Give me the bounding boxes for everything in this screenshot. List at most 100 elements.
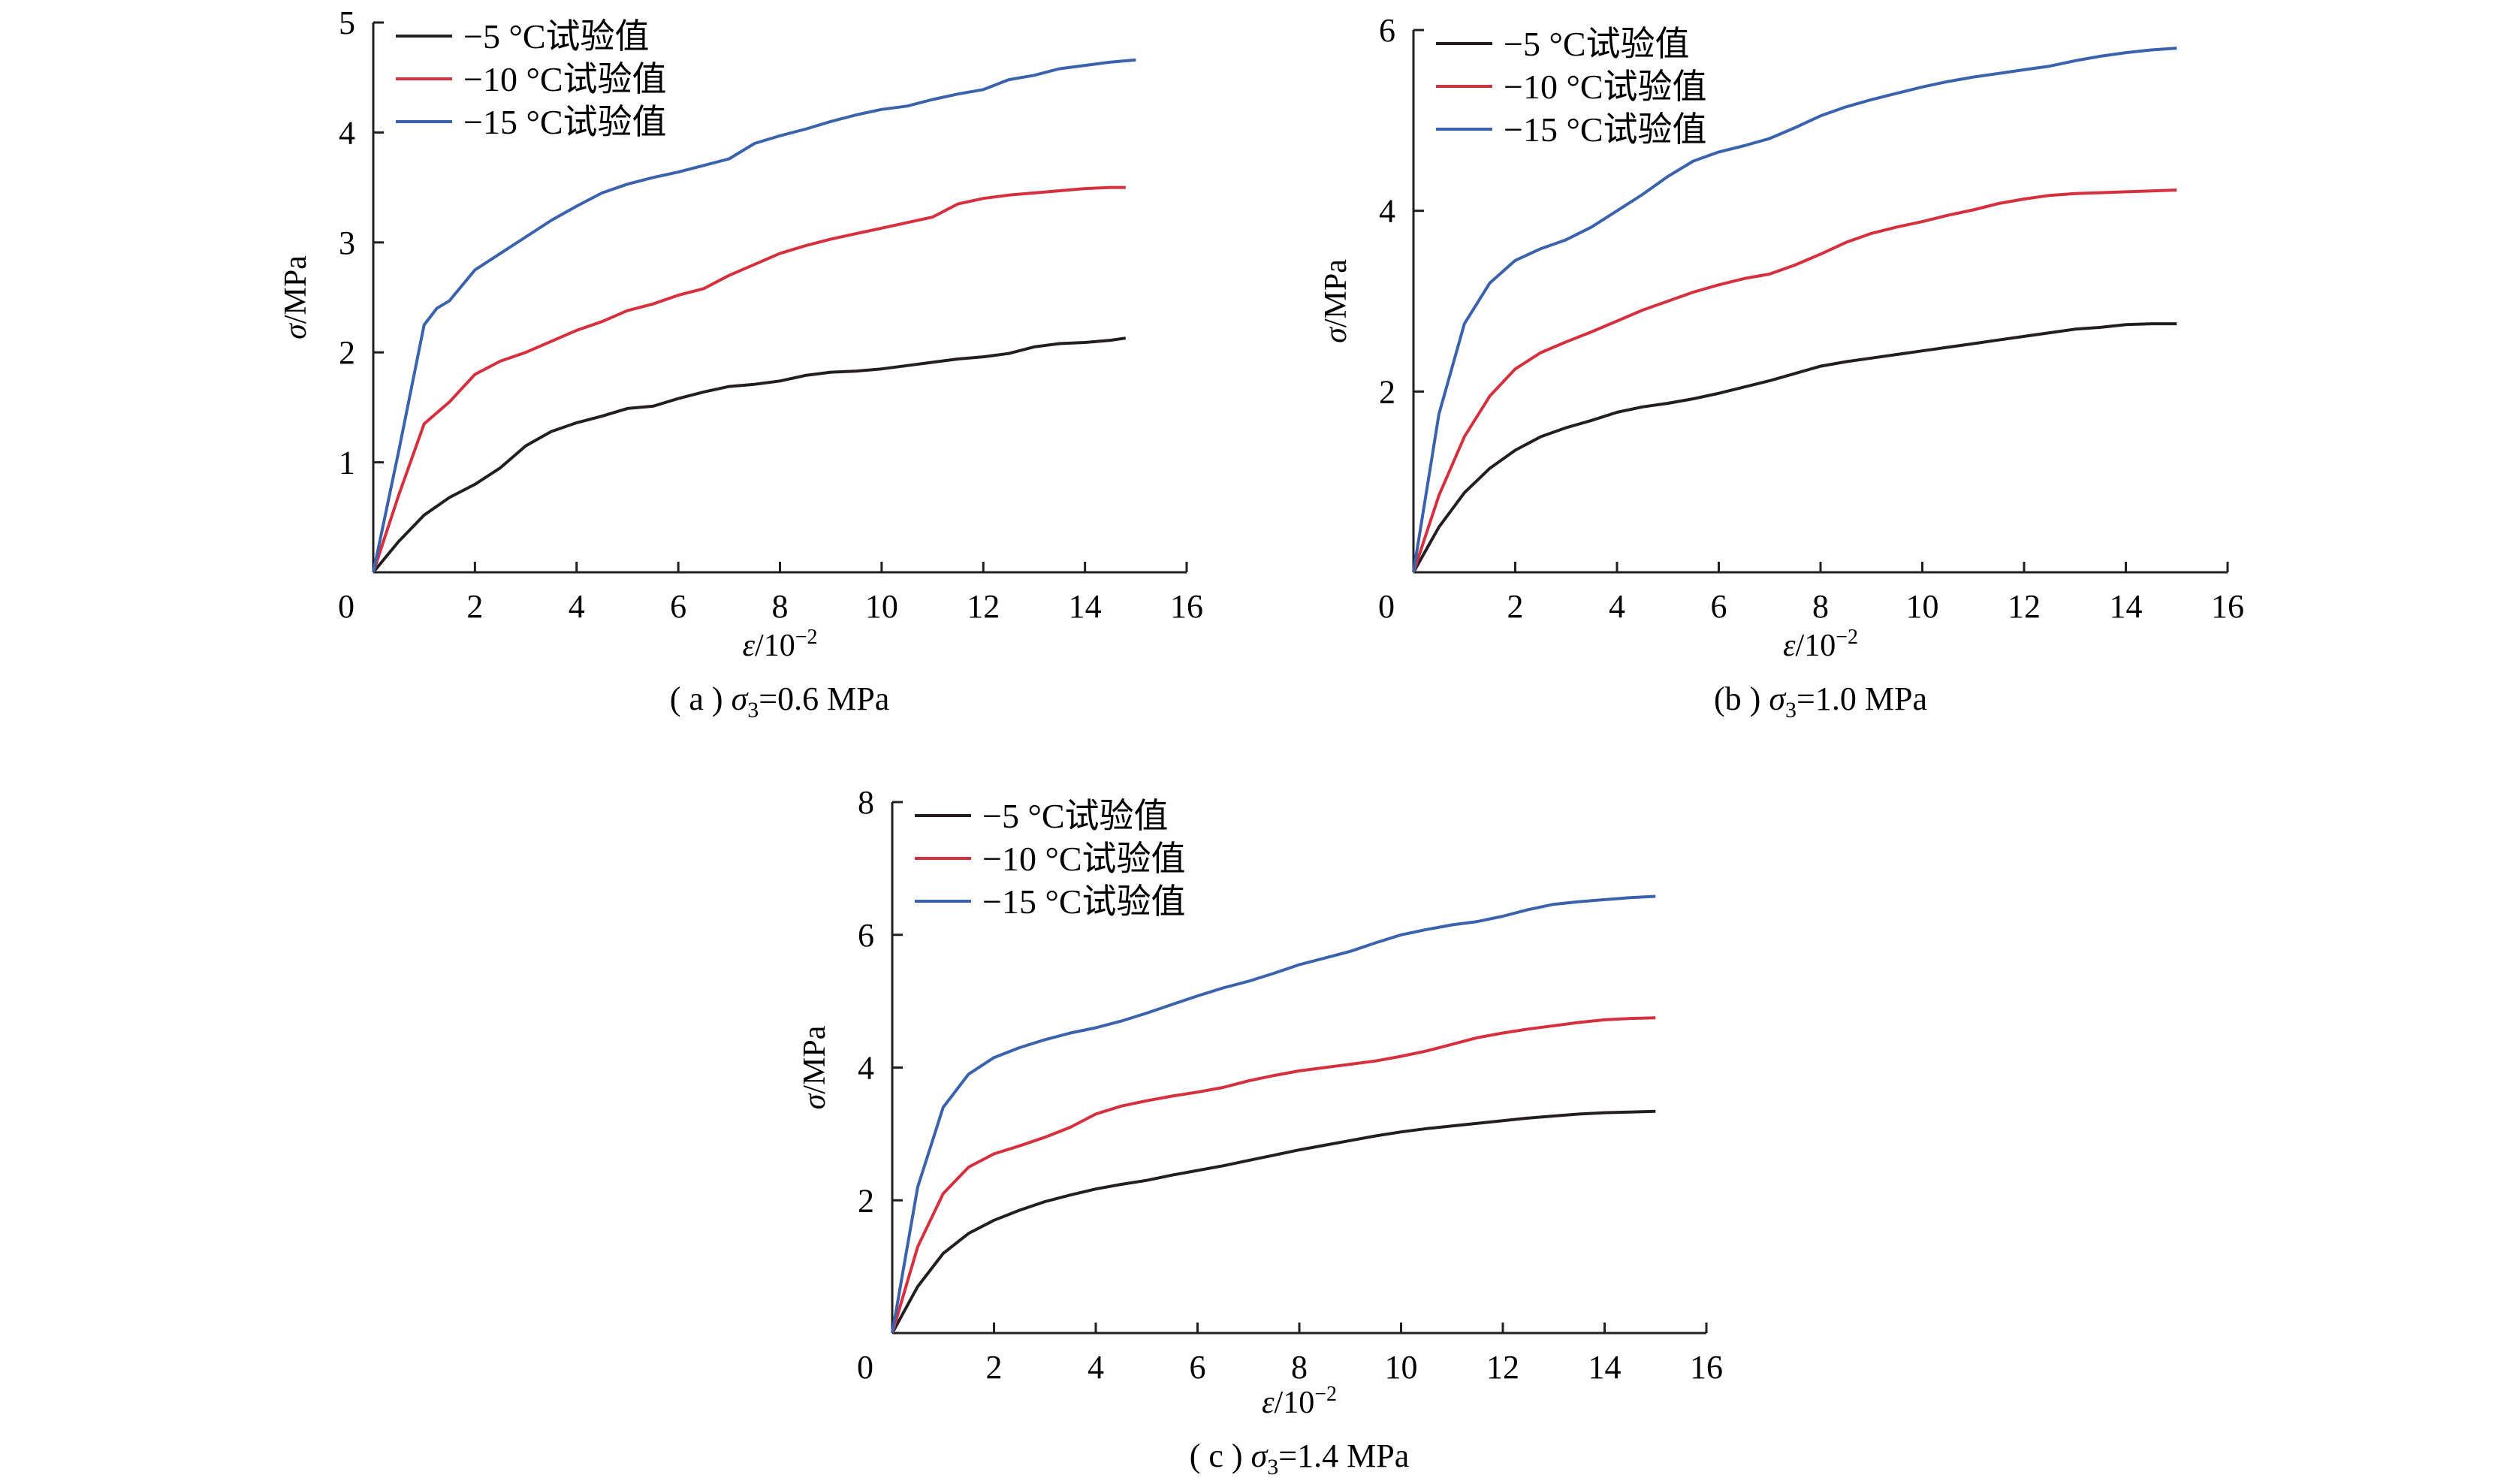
series-line-3 [372, 58, 1136, 573]
x-tick-label: 2 [986, 1349, 1003, 1386]
caption-prefix: (b ) [1714, 680, 1760, 717]
x-tick-label: 16 [2211, 588, 2244, 625]
caption-space [1760, 680, 1769, 717]
legend-label: −5 °C试验值 [982, 797, 1169, 835]
caption-prefix: ( c ) [1190, 1437, 1243, 1474]
y-tick-label: 2 [339, 334, 355, 371]
y-tick-label: 3 [339, 225, 355, 261]
x-tick-label: 12 [967, 588, 1000, 625]
series-line-2 [372, 186, 1126, 573]
legend-label: −15 °C试验值 [463, 103, 667, 141]
x-axis-symbol: ε [742, 629, 755, 663]
y-tick-label: 6 [1379, 12, 1395, 49]
series-line-1 [1412, 322, 2177, 573]
y-axis-symbol: σ [1319, 326, 1353, 343]
panel-caption: ( c ) σ3=1.4 MPa [1190, 1437, 1409, 1479]
x-axis-label: ε/10−2 [1262, 1383, 1337, 1420]
legend-label: −15 °C试验值 [1504, 110, 1707, 149]
x-tick-label: 14 [1069, 588, 1102, 625]
legend-label: −5 °C试验值 [463, 17, 650, 56]
y-axis-label: σ/MPa [798, 1025, 832, 1109]
y-axis-unit: /MPa [798, 1025, 832, 1093]
y-tick-label: 2 [1379, 373, 1395, 410]
x-tick-label: 16 [1690, 1349, 1723, 1386]
x-tick-label: 2 [466, 588, 483, 625]
x-tick-label: 0 [1378, 588, 1395, 625]
x-axis-symbol: ε [1262, 1386, 1275, 1420]
x-tick-label: 6 [670, 588, 686, 625]
caption-value: =0.6 MPa [759, 680, 889, 717]
panel-caption: ( a ) σ3=0.6 MPa [670, 680, 889, 722]
y-axis-unit: /MPa [279, 255, 313, 324]
x-tick-label: 14 [1588, 1349, 1622, 1386]
y-tick-label: 8 [858, 784, 874, 821]
legend-label: −5 °C试验值 [1504, 25, 1690, 63]
x-tick-label: 4 [1088, 1349, 1104, 1386]
legend-label: −10 °C试验值 [1504, 68, 1707, 106]
y-tick-label: 6 [858, 917, 874, 954]
caption-value: =1.4 MPa [1278, 1437, 1409, 1474]
chart-panel-b: 0 2 4 6 8 10 12 14 16 2 4 6 ε/10−2 σ/MPa −5 °C试验值 −10 °… [1319, 12, 2244, 722]
x-tick-label: 6 [1711, 588, 1727, 625]
caption-subscript: 3 [1785, 698, 1797, 722]
x-tick-label: 12 [2008, 588, 2041, 625]
caption-subscript: 3 [747, 698, 759, 722]
x-tick-label: 2 [1507, 588, 1524, 625]
series-line-1 [891, 1109, 1656, 1334]
x-tick-label: 8 [1291, 1349, 1308, 1386]
panel-caption: (b ) σ3=1.0 MPa [1714, 680, 1927, 722]
legend-label: −10 °C试验值 [982, 840, 1186, 878]
x-axis-label: ε/10−2 [1783, 626, 1858, 663]
series-line-3 [891, 894, 1656, 1334]
x-axis-label: ε/10−2 [742, 626, 817, 663]
x-tick-label: 4 [1609, 588, 1625, 625]
y-axis-label: σ/MPa [279, 255, 313, 339]
y-axis-symbol: σ [279, 322, 313, 339]
legend-label: −15 °C试验值 [982, 882, 1186, 921]
x-tick-label: 8 [772, 588, 789, 625]
series-line-2 [891, 1016, 1656, 1334]
x-tick-label: 10 [1906, 588, 1939, 625]
x-tick-label: 10 [1385, 1349, 1418, 1386]
y-axis-symbol: σ [798, 1092, 832, 1109]
x-axis-unit: /10 [755, 629, 795, 663]
caption-prefix: ( a ) [670, 680, 723, 717]
x-tick-label: 14 [2110, 588, 2143, 625]
x-axis-exponent: −2 [1314, 1383, 1337, 1406]
x-axis-unit: /10 [1275, 1386, 1315, 1420]
caption-symbol: σ [732, 680, 750, 717]
caption-space [1243, 1437, 1251, 1474]
x-axis-symbol: ε [1783, 629, 1796, 663]
caption-symbol: σ [1769, 680, 1787, 717]
y-axis-unit: /MPa [1319, 259, 1353, 327]
y-axis-label: σ/MPa [1319, 259, 1353, 343]
x-axis-exponent: −2 [1836, 626, 1858, 649]
x-tick-label: 0 [857, 1349, 873, 1386]
series-line-3 [1412, 47, 2177, 573]
series-line-1 [372, 336, 1127, 574]
x-tick-label: 4 [569, 588, 585, 625]
x-tick-label: 6 [1190, 1349, 1206, 1386]
series-line-2 [1412, 189, 2177, 573]
caption-space [723, 680, 732, 717]
x-axis-exponent: −2 [795, 626, 818, 649]
y-tick-label: 5 [339, 5, 355, 41]
x-tick-label: 8 [1812, 588, 1829, 625]
caption-subscript: 3 [1267, 1455, 1278, 1479]
legend-label: −10 °C试验值 [463, 60, 667, 98]
x-tick-label: 16 [1170, 588, 1203, 625]
x-tick-label: 12 [1486, 1349, 1519, 1386]
y-tick-label: 1 [339, 445, 355, 481]
caption-symbol: σ [1251, 1437, 1269, 1474]
x-tick-label: 0 [338, 588, 354, 625]
y-tick-label: 4 [339, 114, 355, 151]
y-tick-label: 4 [858, 1050, 874, 1087]
y-tick-label: 4 [1379, 193, 1395, 230]
caption-value: =1.0 MPa [1797, 680, 1927, 717]
x-tick-label: 10 [865, 588, 898, 625]
x-axis-unit: /10 [1796, 629, 1836, 663]
y-tick-label: 2 [858, 1182, 874, 1219]
